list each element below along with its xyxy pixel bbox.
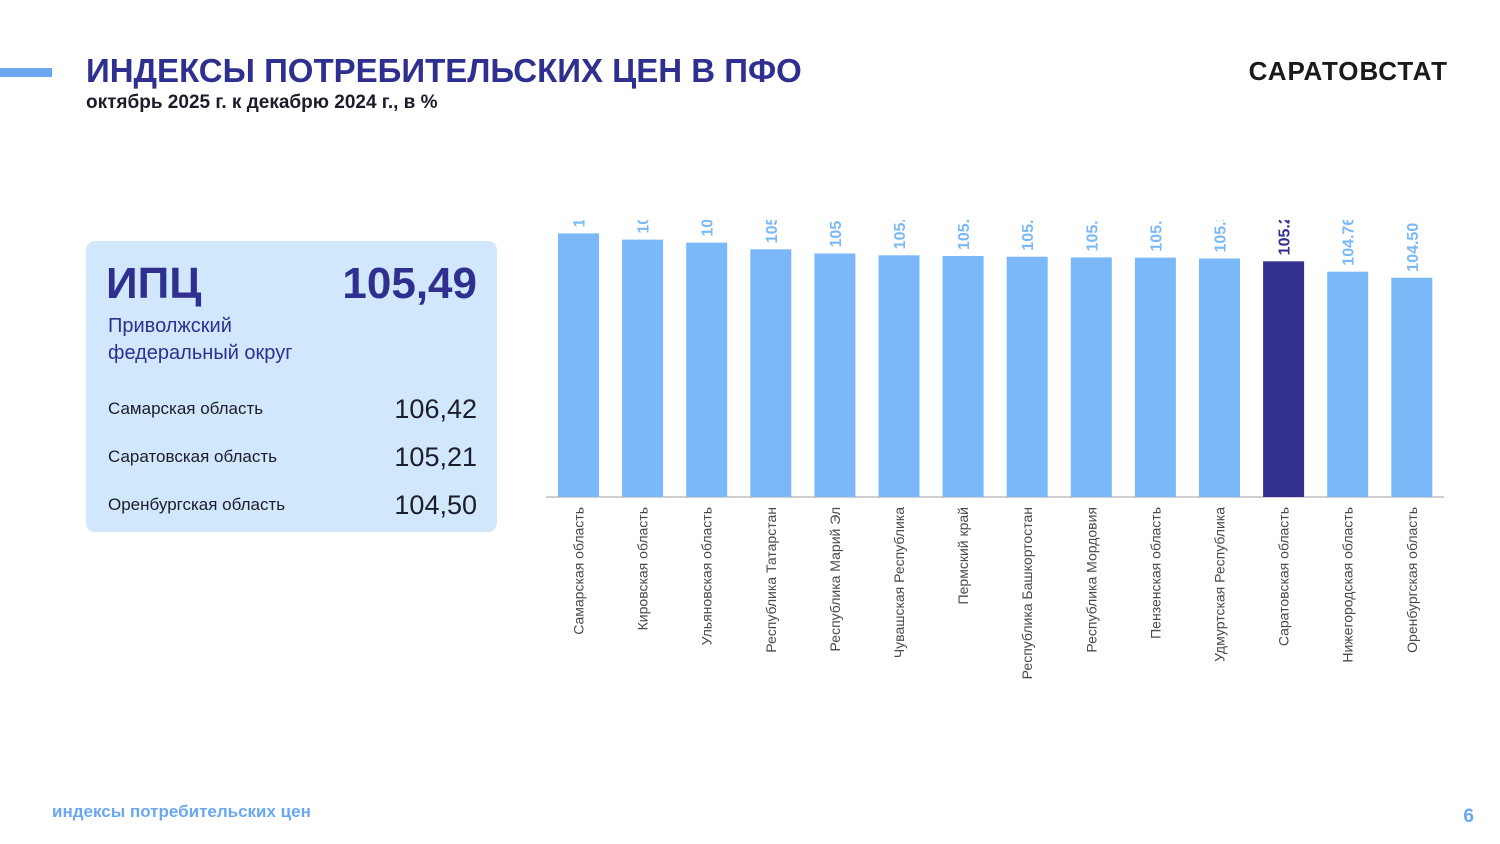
data-label: 105.41 bbox=[1020, 220, 1037, 251]
data-label: 104.76 bbox=[1341, 220, 1358, 266]
brand-logo: САРАТОВСТАТ bbox=[1248, 56, 1448, 86]
bar bbox=[750, 249, 792, 497]
page-title: ИНДЕКСЫ ПОТРЕБИТЕЛЬСКИХ ЦЕН В ПФО bbox=[86, 52, 802, 89]
cpi-row-value: 105,21 bbox=[394, 442, 477, 472]
page-subtitle: октябрь 2025 г. к декабрю 2024 г., в % bbox=[86, 92, 438, 113]
data-label: 106.15 bbox=[636, 220, 653, 234]
bar bbox=[878, 255, 920, 497]
data-label: 104.50 bbox=[1405, 223, 1422, 272]
bar-chart: 106.42 Самарская область 106.15 Кировская о… bbox=[546, 220, 1444, 679]
category-label: Оренбургская область bbox=[1404, 507, 1420, 653]
bar bbox=[686, 242, 728, 497]
bar bbox=[1006, 256, 1048, 497]
category-label: Удмуртская Республика bbox=[1212, 507, 1228, 662]
bar bbox=[1134, 257, 1176, 497]
category-label: Нижегородская область bbox=[1340, 507, 1356, 663]
category-label: Саратовская область bbox=[1276, 507, 1292, 646]
data-label: 105.73 bbox=[764, 220, 781, 243]
category-label: Самарская область bbox=[571, 507, 587, 635]
accent-bar bbox=[0, 68, 52, 77]
data-label: 105.44 bbox=[956, 220, 973, 250]
bar bbox=[942, 256, 984, 497]
category-label: Пензенская область bbox=[1147, 507, 1163, 639]
category-label: Кировская область bbox=[635, 507, 651, 630]
cpi-row-name: Саратовская область bbox=[108, 447, 277, 466]
data-label: 105.21 bbox=[1277, 220, 1294, 255]
cpi-row: Саратовская область 105,21 bbox=[108, 437, 477, 473]
bar bbox=[814, 253, 856, 497]
category-label: Республика Башкортостан bbox=[1019, 507, 1035, 679]
category-label: Чувашская Республика bbox=[891, 507, 907, 658]
footer-caption: индексы потребительских цен bbox=[52, 802, 311, 821]
cpi-row-name: Самарская область bbox=[108, 399, 264, 418]
bar bbox=[1391, 277, 1433, 497]
page-number: 6 bbox=[1463, 806, 1474, 827]
bar bbox=[558, 233, 599, 497]
data-label: 105.37 bbox=[1148, 220, 1165, 252]
cpi-row: Самарская область 106,42 bbox=[108, 389, 477, 425]
data-label: 106.42 bbox=[572, 220, 589, 227]
category-label: Пермский край bbox=[955, 507, 971, 604]
cpi-row: Оренбургская область 104,50 bbox=[108, 485, 477, 521]
cpi-value: 105,49 bbox=[342, 259, 477, 308]
data-label: 105.55 bbox=[828, 220, 845, 247]
category-label: Ульяновская область bbox=[699, 507, 715, 645]
category-label: Республика Мордовия bbox=[1083, 507, 1099, 653]
cpi-row-value: 104,50 bbox=[394, 490, 477, 520]
bar bbox=[622, 239, 664, 497]
cpi-label: ИПЦ bbox=[106, 259, 202, 308]
bar bbox=[1263, 261, 1305, 497]
data-label: 105.33 bbox=[1213, 220, 1230, 253]
data-label: 105.47 bbox=[892, 220, 909, 249]
cpi-region: Приволжский федеральный округ bbox=[108, 315, 293, 364]
cpi-summary-card: ИПЦ 105,49 Приволжский федеральный округ… bbox=[86, 241, 497, 532]
cpi-row-value: 106,42 bbox=[394, 394, 477, 424]
bar bbox=[1199, 258, 1240, 497]
bar bbox=[1327, 271, 1369, 497]
bar bbox=[1070, 257, 1112, 497]
category-label: Республика Татарстан bbox=[763, 507, 779, 653]
cpi-row-name: Оренбургская область bbox=[108, 495, 286, 514]
category-label: Республика Марий Эл bbox=[827, 507, 843, 651]
data-label: 106.02 bbox=[700, 220, 717, 237]
data-label: 105.38 bbox=[1084, 220, 1101, 251]
